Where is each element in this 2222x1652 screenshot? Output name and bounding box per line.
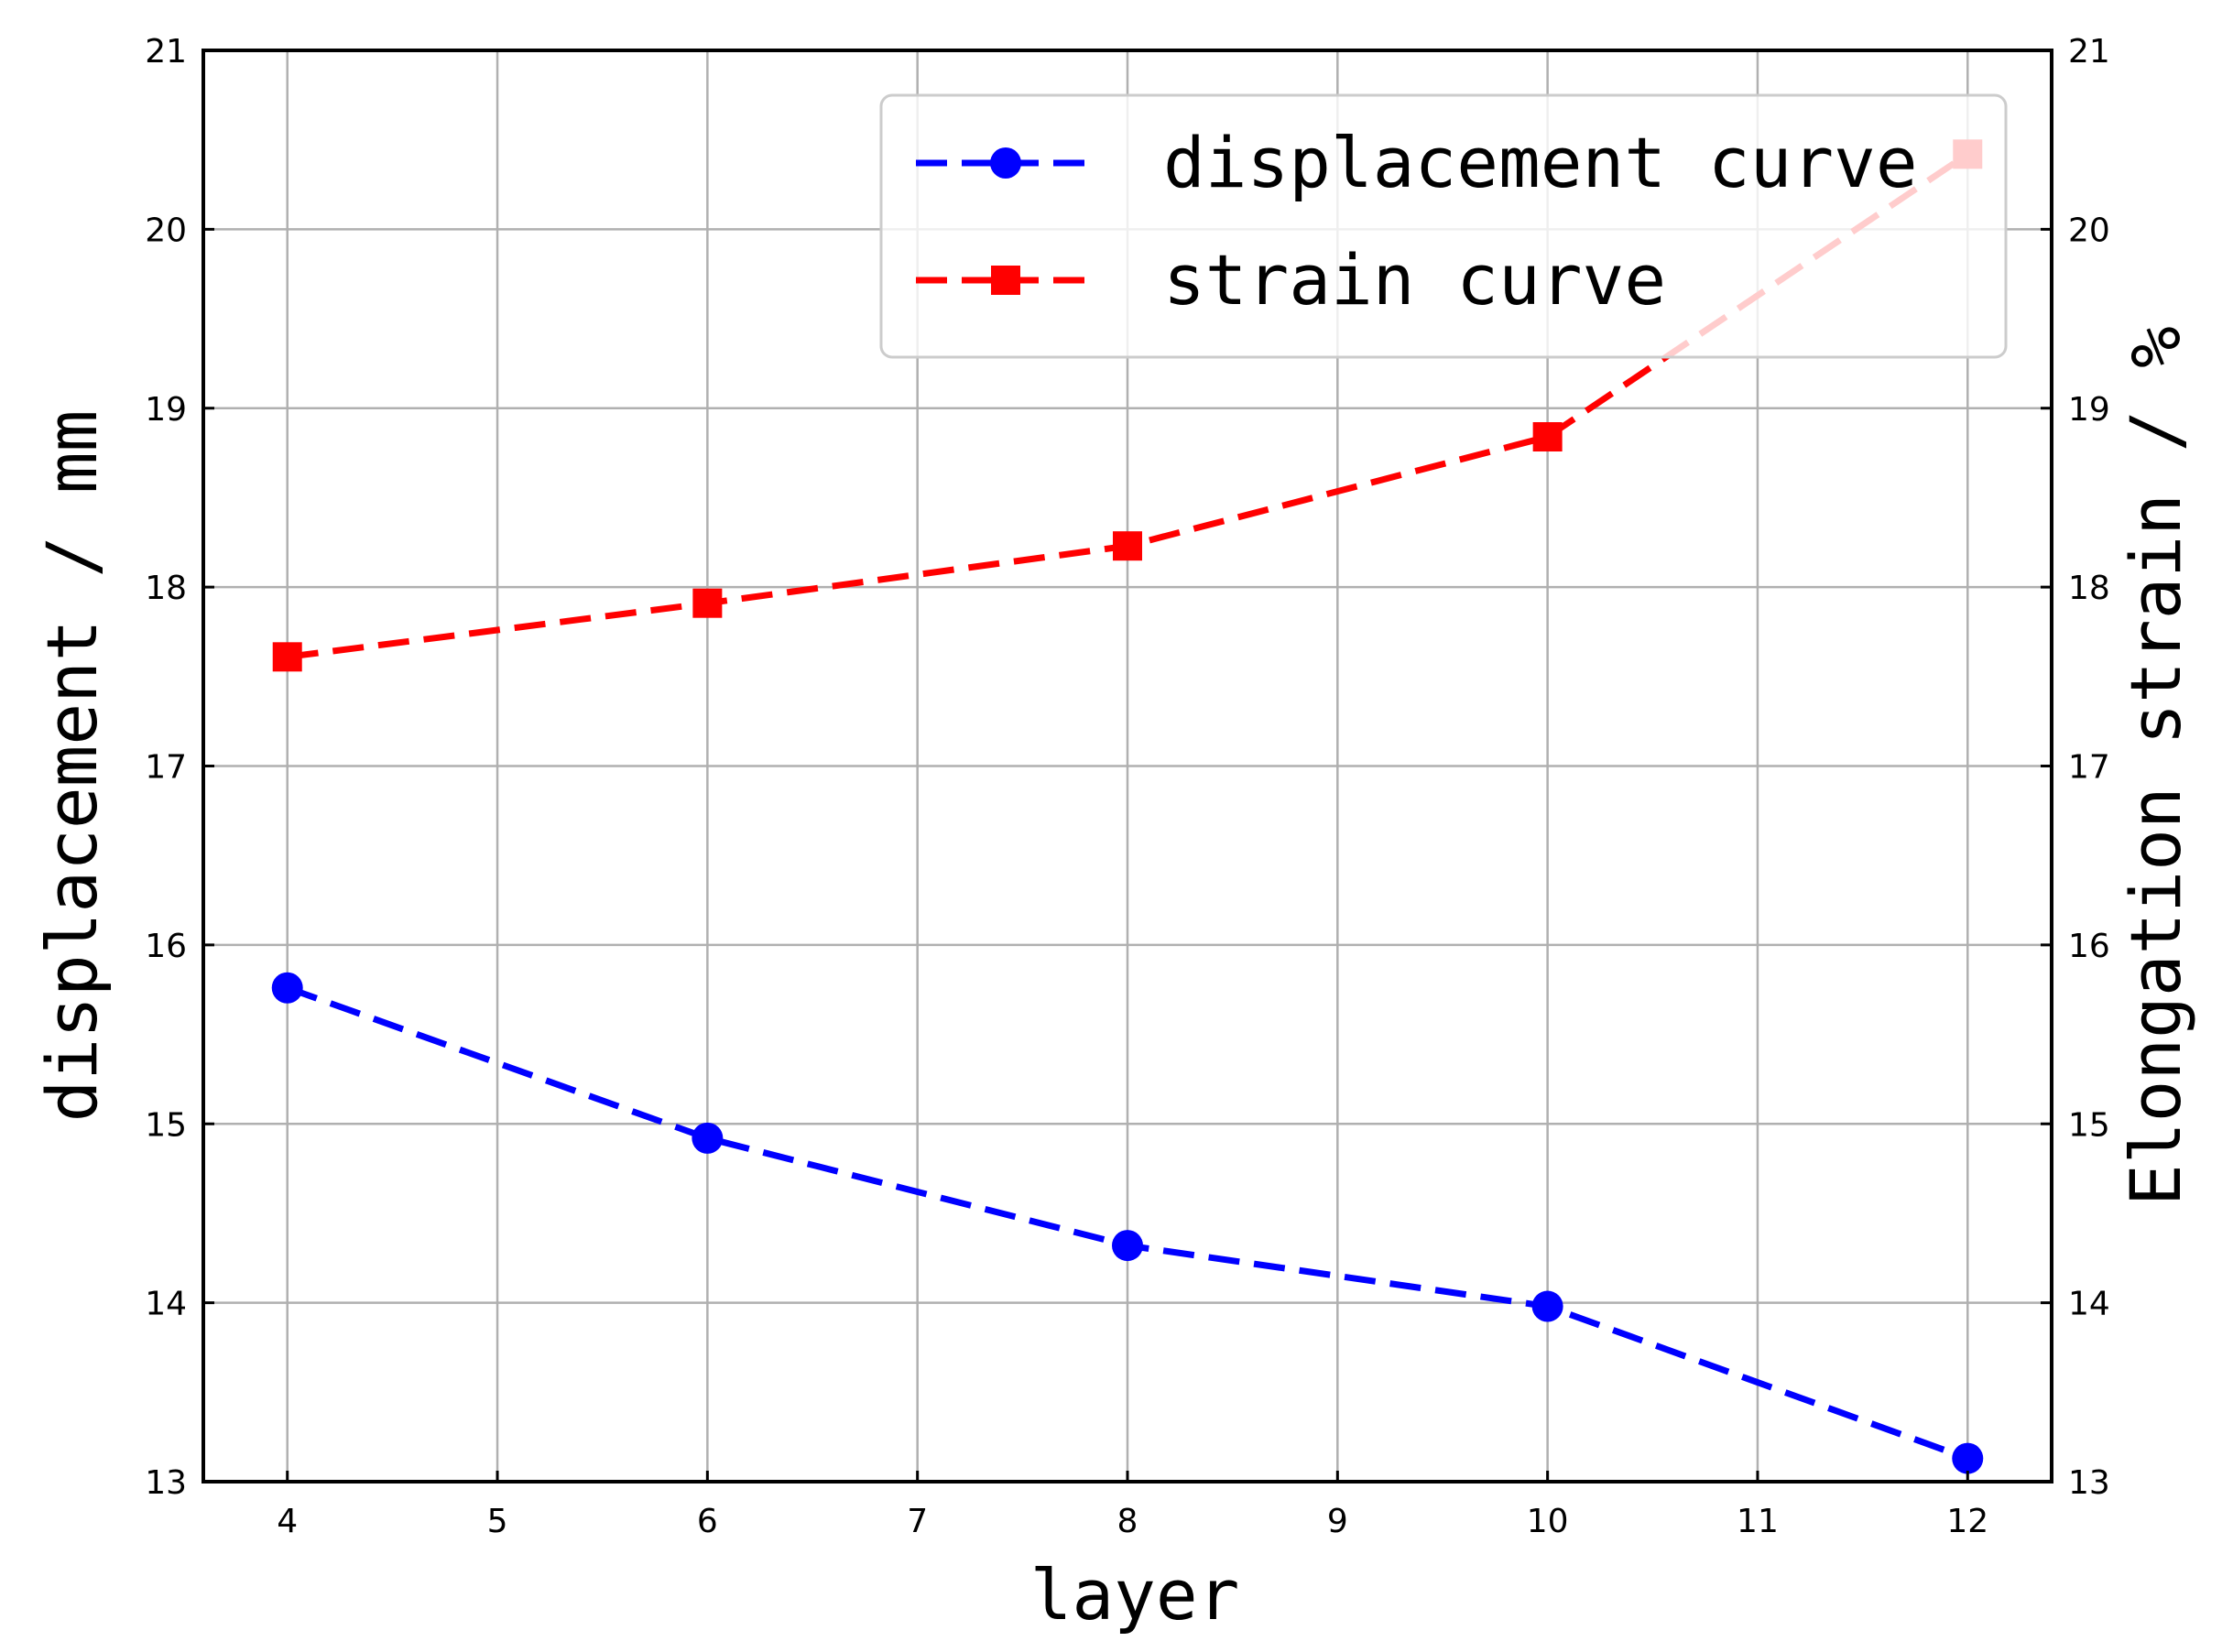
y-tick-label-right: 13 xyxy=(2068,1464,2110,1502)
data-point xyxy=(692,1122,724,1154)
x-axis-label: layer xyxy=(1030,1554,1240,1636)
y-tick-label-left: 14 xyxy=(145,1286,187,1323)
y-tick-label-left: 21 xyxy=(145,33,187,71)
y-tick-label-left: 13 xyxy=(145,1464,187,1502)
data-point xyxy=(272,642,302,672)
y-tick-label-right: 17 xyxy=(2068,749,2110,787)
y-tick-label-right: 16 xyxy=(2068,928,2110,965)
x-tick-label: 8 xyxy=(1117,1503,1138,1540)
x-tick-label: 6 xyxy=(697,1503,718,1540)
x-tick-label: 9 xyxy=(1327,1503,1348,1540)
y-tick-label-right: 20 xyxy=(2068,212,2110,249)
y-tick-label-left: 18 xyxy=(145,570,187,607)
legend-box xyxy=(879,93,2008,359)
y-tick-label-right: 19 xyxy=(2068,391,2110,429)
y-axis-label-left: displacement / mm xyxy=(31,410,113,1123)
x-tick-label: 7 xyxy=(907,1503,928,1540)
legend-label: displacement curve xyxy=(1163,122,1918,203)
series-0 xyxy=(271,972,1984,1474)
x-tick-label: 10 xyxy=(1527,1503,1569,1540)
data-point xyxy=(1531,1290,1563,1322)
y-tick-label-left: 16 xyxy=(145,928,187,965)
x-tick-label: 5 xyxy=(487,1503,508,1540)
ticks: 4 5 6 7 8 9 10 11 12 13 14 15 16 17 18 19 20 21 13 14 15 16 17… xyxy=(145,33,2110,1540)
y-tick-label-right: 14 xyxy=(2068,1286,2110,1323)
x-tick-label: 11 xyxy=(1737,1503,1779,1540)
legend-item: strain curve xyxy=(916,239,1666,321)
y-axis-label-right: Elongation strain / % xyxy=(2115,326,2196,1206)
legend-label: strain curve xyxy=(1163,239,1666,321)
y-tick-label-right: 18 xyxy=(2068,570,2110,607)
x-tick-label: 12 xyxy=(1946,1503,1988,1540)
data-point xyxy=(1112,1230,1143,1262)
legend-marker xyxy=(991,266,1020,295)
x-tick-label: 4 xyxy=(277,1503,298,1540)
y-tick-label-left: 17 xyxy=(145,749,187,787)
data-point xyxy=(1532,422,1563,452)
y-tick-label-right: 15 xyxy=(2068,1106,2110,1144)
data-point xyxy=(271,972,303,1004)
y-tick-label-left: 19 xyxy=(145,391,187,429)
data-point xyxy=(1952,1442,1984,1474)
legend-marker xyxy=(990,147,1021,179)
data-point xyxy=(692,588,723,618)
data-point xyxy=(1113,531,1142,561)
y-tick-label-left: 20 xyxy=(145,212,187,249)
y-tick-label-left: 15 xyxy=(145,1106,187,1144)
legend: displacement curve strain curve xyxy=(879,93,2008,359)
legend-item: displacement curve xyxy=(916,122,1918,203)
y-tick-label-right: 21 xyxy=(2068,33,2110,71)
